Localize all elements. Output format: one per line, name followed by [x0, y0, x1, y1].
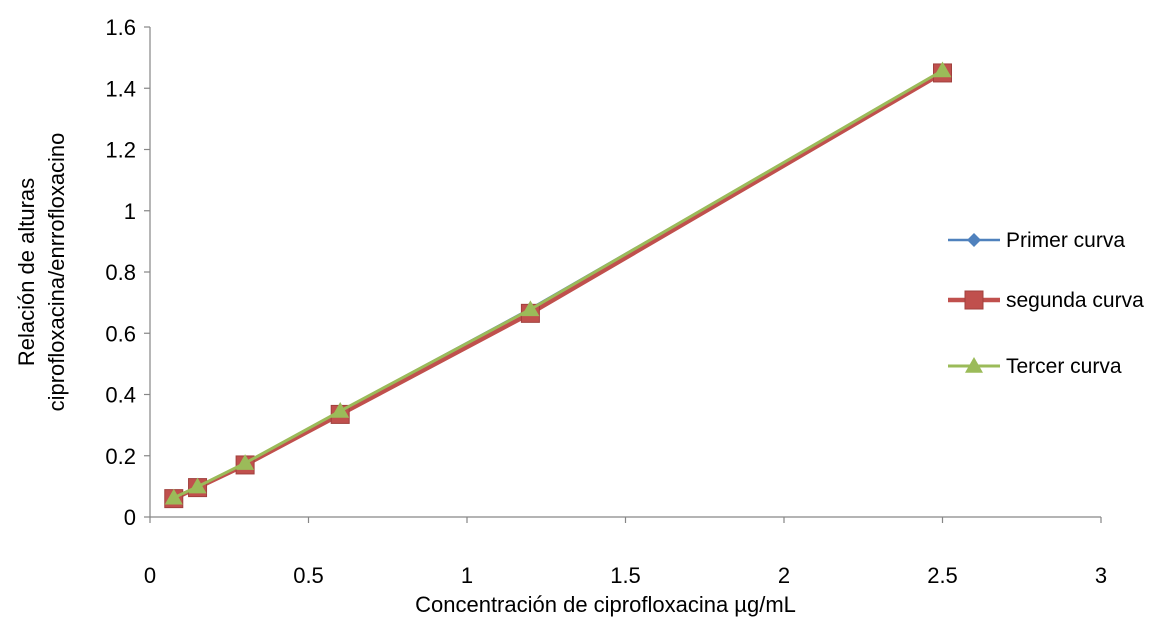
data-point	[331, 402, 350, 418]
y-tick-label: 1.4	[105, 76, 136, 101]
y-tick-label: 0.6	[105, 321, 136, 346]
y-tick-label: 1.6	[105, 15, 136, 40]
legend-label: segunda curva	[1006, 289, 1144, 312]
x-tick-label: 1	[461, 563, 473, 588]
x-tick-label: 0	[144, 563, 156, 588]
legend-entry: segunda curva	[948, 289, 1144, 312]
y-axis-title: Relación de alturas ciprofloxacina/enrrof…	[14, 133, 69, 412]
y-tick-label: 0	[124, 505, 136, 530]
x-tick-label: 0.5	[293, 563, 324, 588]
axis-titles: Concentración de ciprofloxacina µg/mL Rel…	[14, 133, 796, 617]
legend: Primer curva segunda curva Tercer curva	[948, 229, 1144, 378]
y-tick-label: 0.4	[105, 383, 136, 408]
series-line	[173, 70, 944, 500]
series-layer	[164, 61, 952, 509]
x-tick-label: 2.5	[927, 563, 958, 588]
series-line	[173, 69, 944, 500]
data-point	[933, 61, 952, 78]
legend-marker	[967, 233, 981, 247]
x-tick-label: 1.5	[610, 563, 641, 588]
axes: 0 0.2 0.4 0.6 0.8 1 1.2 1.4 1.6 0 0.5 1 1.5 2 2.5 3	[105, 15, 1107, 588]
legend-marker	[964, 290, 984, 310]
y-tick-label: 1.2	[105, 138, 136, 163]
series-1	[166, 64, 950, 506]
legend-marker	[965, 357, 983, 373]
data-point	[236, 454, 255, 470]
y-axis-title-line: ciprofloxacina/enrrofloxacino	[44, 133, 69, 412]
legend-entry: Tercer curva	[948, 355, 1122, 378]
data-point	[164, 488, 183, 505]
legend-label: Tercer curva	[1006, 355, 1122, 378]
y-tick-label: 1	[124, 199, 136, 224]
legend-entry: Primer curva	[948, 229, 1125, 252]
series-3	[164, 61, 952, 505]
y-axis-title-line: Relación de alturas	[14, 178, 39, 366]
data-point	[188, 477, 207, 494]
legend-label: Primer curva	[1006, 229, 1125, 252]
data-point	[521, 300, 540, 317]
x-axis-title: Concentración de ciprofloxacina µg/mL	[415, 592, 796, 617]
y-tick-label: 0.8	[105, 260, 136, 285]
y-tick-label: 0.2	[105, 444, 136, 469]
x-tick-label: 3	[1095, 563, 1107, 588]
x-tick-label: 2	[778, 563, 790, 588]
